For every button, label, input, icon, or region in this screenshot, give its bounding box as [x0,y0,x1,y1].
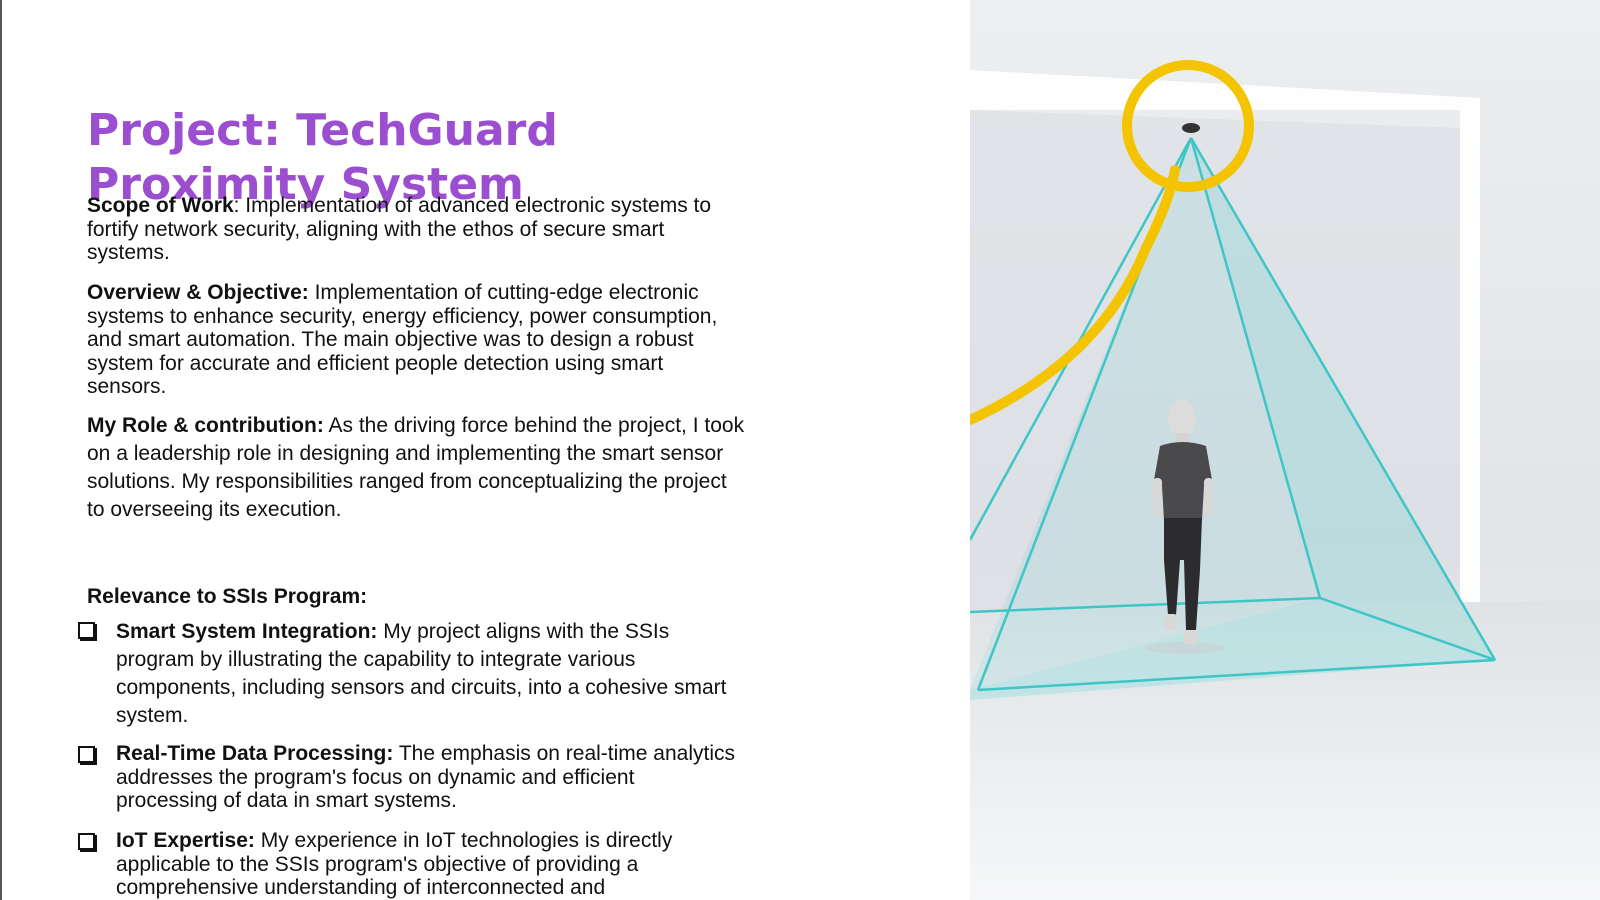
cone-face-left [970,138,1320,690]
bullet-body: My experience in IoT technologies is dir… [116,829,673,899]
bullet-body: My project aligns with the SSIs program … [116,620,727,727]
bullet-label: Smart System Integration: [116,620,378,643]
person-figure [1145,399,1225,654]
cone-base [970,598,1495,700]
scope-label: Scope of Work [87,194,234,217]
list-item: Real-Time Data Processing: The emphasis … [78,742,758,814]
overview-text: Implementation of cutting-edge electroni… [87,281,718,398]
slide-left-border [0,0,2,900]
bullet-label: Real-Time Data Processing: [116,742,394,765]
list-item: IoT Expertise: My experience in IoT tech… [78,829,758,900]
role-label: My Role & contribution: [87,414,324,437]
bullet-text: IoT Expertise: My experience in IoT tech… [116,829,736,900]
overview-paragraph: Overview & Objective: Implementation of … [87,281,747,399]
list-item: Smart System Integration: My project ali… [78,618,758,730]
bullet-label: IoT Expertise: [116,829,255,852]
sensor-scene-graphic [970,0,1600,900]
checkbox-bullet-icon [78,746,95,763]
page-title: Project: TechGuard Proximity System [87,105,558,210]
bullet-text: Smart System Integration: My project ali… [116,618,736,730]
checkbox-bullet-icon [78,833,95,850]
accent-arc [970,165,1180,425]
scope-paragraph: Scope of Work: Implementation of advance… [87,194,747,265]
checkbox-bullet-icon [78,622,95,639]
role-text: As the driving force behind the project,… [87,414,745,521]
relevance-heading: Relevance to SSIs Program: [87,585,368,608]
room-floor [970,600,1600,900]
sensor-highlight-ring [1122,60,1254,192]
ceiling-sensor-icon [1182,123,1200,133]
bullet-body: The emphasis on real-time analytics addr… [116,742,735,812]
scope-text: : Implementation of advanced electronic … [87,194,712,264]
bullet-text: Real-Time Data Processing: The emphasis … [116,742,736,813]
sensor-illustration [970,0,1600,900]
overview-label: Overview & Objective: [87,281,309,304]
role-paragraph: My Role & contribution: As the driving f… [87,412,747,524]
